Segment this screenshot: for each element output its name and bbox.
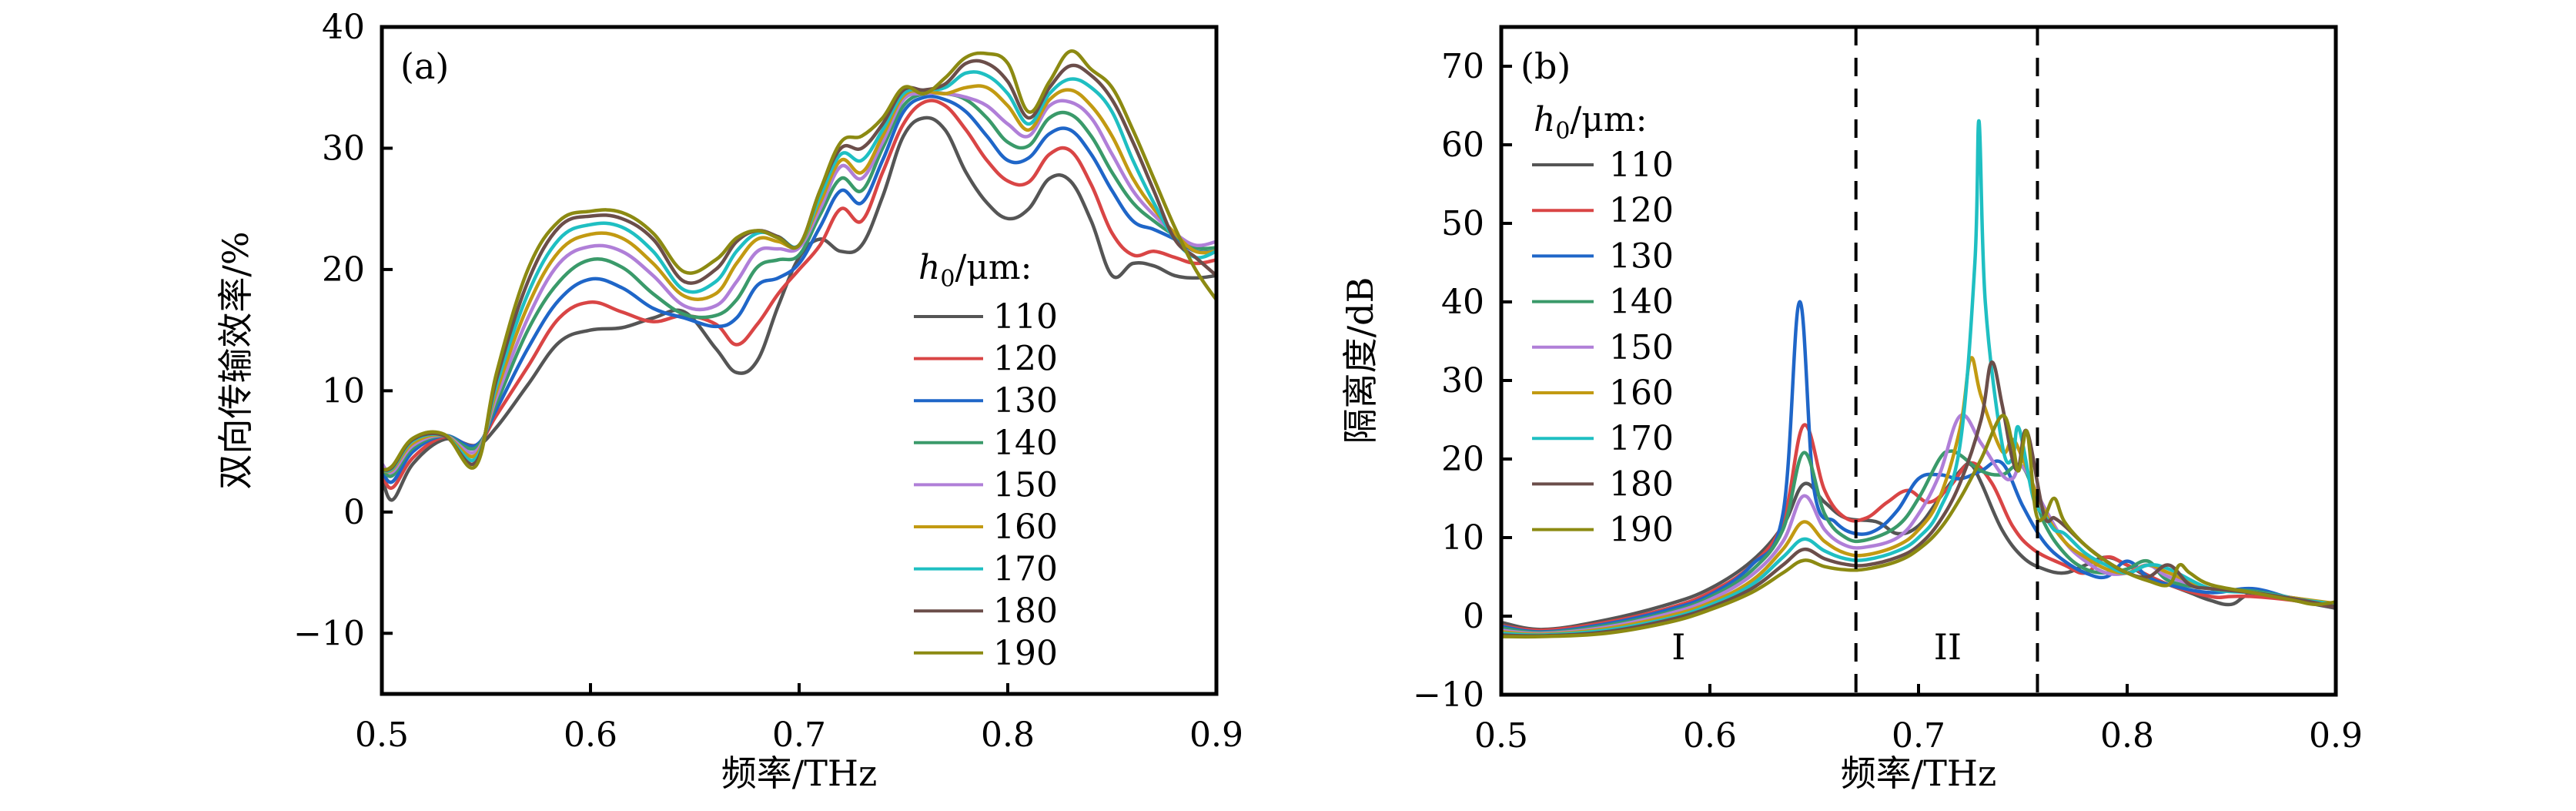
panel-a: 0.5 0.6 0.7 0.8 0.9 −10 0 10 20 30 40 (a) 频率/THz 双… — [215, 8, 1243, 794]
panel-a-series-170 — [382, 70, 1216, 473]
panel-b-ylabel: 隔离度/dB — [1340, 277, 1381, 444]
panel-b-ticks: 0.5 0.6 0.7 0.8 0.9 −10 0 10 20 30 40 50 60 70 — [1413, 47, 2363, 756]
panel-b-legend-title: h0/μm: — [1534, 100, 1647, 145]
legend-title-sub: 0 — [940, 266, 955, 293]
panel-b-region-dividers — [1854, 27, 2039, 695]
panel-a-series-130 — [382, 94, 1216, 484]
y-tick-label: −10 — [1413, 675, 1484, 715]
panel-a-series-190 — [382, 49, 1216, 472]
y-tick-label: 30 — [1441, 361, 1484, 400]
legend-label-140: 140 — [1609, 283, 1674, 322]
legend-label-160: 160 — [1609, 374, 1674, 413]
legend-title-unit: /μm: — [1570, 100, 1647, 139]
legend-title-h: h — [1534, 100, 1555, 139]
legend-title-unit: /μm: — [955, 248, 1032, 287]
panel-b-series-170 — [1501, 119, 2336, 637]
x-tick-label: 0.8 — [2100, 716, 2154, 756]
x-tick-label: 0.9 — [2309, 716, 2363, 756]
panel-b-series-190 — [1501, 414, 2336, 639]
legend-label-120: 120 — [1609, 191, 1674, 230]
panel-a-ylabel: 双向传输效率/% — [215, 231, 256, 489]
x-tick-label: 0.6 — [1683, 716, 1737, 756]
legend-label-130: 130 — [1609, 236, 1674, 276]
x-tick-label: 0.5 — [355, 715, 409, 755]
x-tick-label: 0.9 — [1189, 715, 1243, 755]
y-tick-label: 20 — [1441, 440, 1484, 479]
legend-label-160: 160 — [993, 508, 1058, 547]
panel-a-series-lines — [382, 49, 1216, 502]
panel-a-label: (a) — [400, 45, 449, 87]
y-tick-label: −10 — [293, 614, 365, 653]
panel-b-label: (b) — [1521, 45, 1571, 87]
panel-b-series-180 — [1501, 360, 2336, 638]
legend-label-130: 130 — [993, 381, 1058, 421]
legend-label-140: 140 — [993, 424, 1058, 463]
x-tick-label: 0.6 — [564, 715, 617, 755]
y-tick-label: 60 — [1441, 126, 1484, 165]
panel-a-series-160 — [382, 84, 1216, 474]
legend-label-120: 120 — [993, 340, 1058, 379]
y-tick-label: 10 — [1441, 518, 1484, 558]
legend-label-190: 190 — [1609, 511, 1674, 550]
y-tick-label: 50 — [1441, 204, 1484, 243]
panel-b-series-lines — [1501, 119, 2336, 639]
panel-a-series-150 — [382, 91, 1216, 474]
legend-label-180: 180 — [993, 591, 1058, 631]
panel-b-series-130 — [1501, 300, 2336, 634]
legend-label-170: 170 — [993, 550, 1058, 589]
panel-a-series-120 — [382, 99, 1216, 490]
y-tick-label: 10 — [322, 371, 365, 411]
x-tick-label: 0.7 — [1892, 716, 1945, 756]
y-tick-label: 20 — [322, 250, 365, 290]
y-tick-label: 0 — [343, 493, 365, 532]
legend-label-110: 110 — [993, 297, 1058, 337]
panel-b-series-140 — [1501, 449, 2336, 635]
region-label-I: I — [1671, 626, 1685, 668]
panel-a-xlabel: 频率/THz — [721, 752, 878, 794]
x-tick-label: 0.7 — [772, 715, 826, 755]
panel-a-ticks: 0.5 0.6 0.7 0.8 0.9 −10 0 10 20 30 40 — [293, 8, 1243, 755]
legend-label-190: 190 — [993, 634, 1058, 673]
x-tick-label: 0.8 — [981, 715, 1035, 755]
panel-b-xlabel: 频率/THz — [1841, 752, 1997, 794]
legend-label-150: 150 — [1609, 328, 1674, 367]
panel-b-region-labels: I II — [1671, 626, 1962, 668]
legend-title-sub: 0 — [1555, 118, 1570, 145]
panel-b-legend: h0/μm: 110 120 130 140 150 160 170 180 190 — [1532, 100, 1674, 550]
legend-label-170: 170 — [1609, 419, 1674, 458]
legend-label-180: 180 — [1609, 464, 1674, 504]
x-tick-label: 0.5 — [1474, 716, 1528, 756]
y-tick-label: 0 — [1463, 597, 1484, 636]
panel-a-series-140 — [382, 90, 1216, 478]
panel-a-legend-title: h0/μm: — [918, 248, 1032, 293]
legend-title-h: h — [918, 248, 940, 287]
legend-label-110: 110 — [1609, 146, 1674, 185]
y-tick-label: 30 — [322, 129, 365, 168]
legend-label-150: 150 — [993, 465, 1058, 504]
y-tick-label: 70 — [1441, 47, 1484, 86]
panel-a-series-110 — [382, 116, 1216, 502]
region-label-II: II — [1934, 626, 1962, 668]
y-tick-label: 40 — [322, 8, 365, 47]
y-tick-label: 40 — [1441, 283, 1484, 322]
